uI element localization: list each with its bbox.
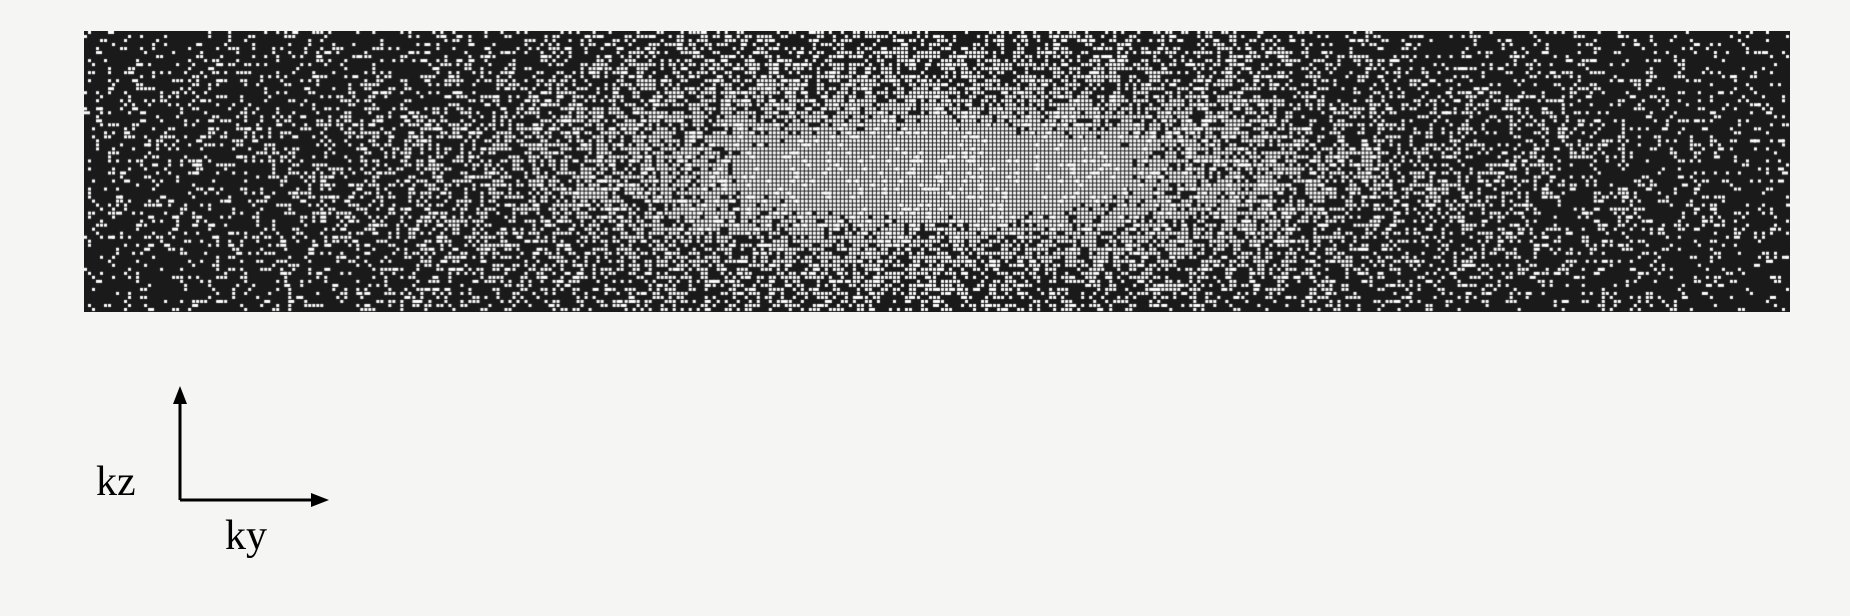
z-axis-label: kz (96, 458, 136, 506)
kspace-scatter-plot (84, 31, 1790, 312)
scatter-canvas (84, 31, 1790, 312)
axis-arrows-svg (135, 370, 355, 520)
y-axis-label: ky (225, 512, 267, 560)
axis-indicator (135, 370, 355, 520)
